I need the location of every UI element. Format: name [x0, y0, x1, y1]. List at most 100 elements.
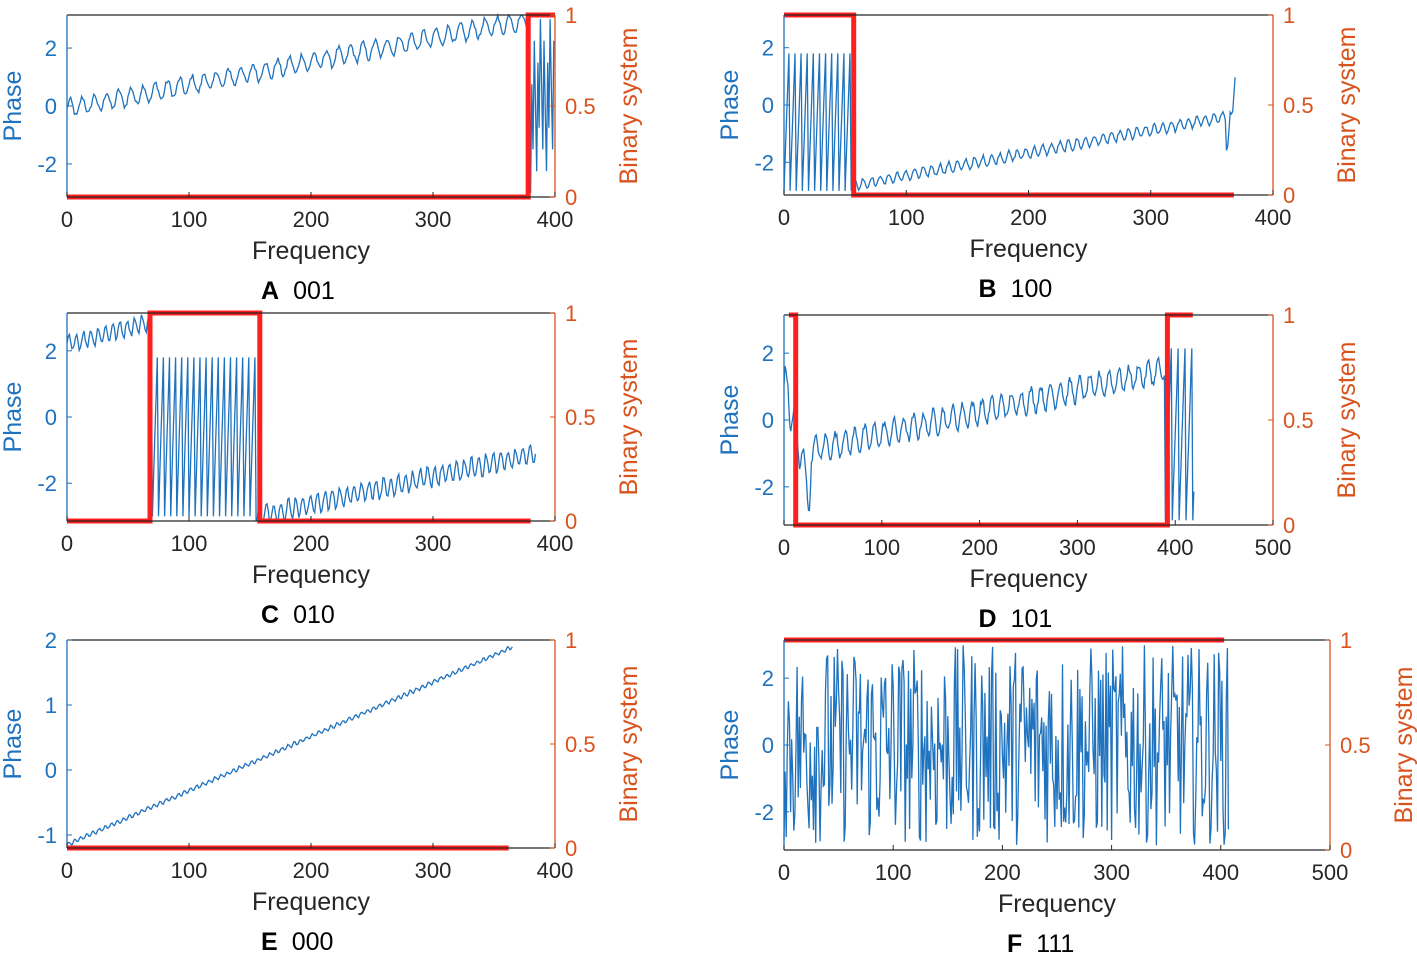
left-y-axis-label: Phase — [0, 709, 27, 780]
panel-code: 000 — [292, 928, 334, 956]
x-tick-label: 0 — [61, 531, 73, 556]
x-tick-label: 0 — [778, 860, 790, 885]
left-y-tick-label: 0 — [762, 93, 774, 118]
right-y-tick-label: 0.5 — [565, 94, 596, 119]
left-y-tick-label: 2 — [762, 36, 774, 61]
x-tick-label: 400 — [537, 207, 574, 232]
panel-letter: D — [979, 605, 997, 633]
x-axis-label: Frequency — [252, 237, 371, 265]
left-y-tick-label: 2 — [45, 628, 57, 653]
x-tick-label: 400 — [1255, 205, 1292, 230]
phase-series-line — [783, 645, 1230, 846]
panel-caption: F 111 — [1007, 930, 1074, 958]
panel-d: 0 100 200 300 400 500 -2 0 2 0 0.5 1 Frequency Phase B… — [716, 303, 1361, 633]
left-y-tick-label: 0 — [45, 758, 57, 783]
x-tick-label: 100 — [875, 860, 912, 885]
x-tick-label: 300 — [415, 531, 452, 556]
x-axis-label: Frequency — [252, 561, 371, 589]
left-y-axis-label: Phase — [0, 71, 27, 142]
left-y-axis-label: Phase — [716, 385, 744, 456]
x-tick-label: 300 — [415, 858, 452, 883]
right-y-tick-label: 1 — [565, 3, 577, 28]
x-tick-label: 0 — [61, 207, 73, 232]
panel-code: 100 — [1011, 275, 1053, 303]
x-tick-label: 100 — [171, 207, 208, 232]
right-y-tick-label: 0 — [1283, 183, 1295, 208]
left-y-tick-label: -2 — [37, 471, 57, 496]
right-y-tick-label: 0 — [565, 509, 577, 534]
right-y-axis-label: Binary system — [1390, 667, 1417, 824]
right-y-tick-label: 0.5 — [1340, 733, 1371, 758]
right-y-axis-label: Binary system — [615, 666, 643, 823]
x-tick-label: 100 — [888, 205, 925, 230]
left-y-axis-label: Phase — [0, 382, 27, 453]
x-tick-label: 200 — [293, 531, 330, 556]
left-y-axis-label: Phase — [716, 710, 744, 781]
x-tick-label: 0 — [778, 535, 790, 560]
x-tick-label: 500 — [1312, 860, 1349, 885]
x-tick-label: 0 — [778, 205, 790, 230]
x-tick-label: 200 — [293, 858, 330, 883]
right-y-tick-label: 1 — [565, 301, 577, 326]
x-axis-label: Frequency — [969, 565, 1088, 593]
right-y-tick-label: 0.5 — [1283, 93, 1314, 118]
right-y-tick-label: 0.5 — [1283, 408, 1314, 433]
left-y-tick-label: 2 — [45, 339, 57, 364]
right-y-axis-label: Binary system — [615, 339, 643, 496]
x-tick-label: 200 — [961, 535, 998, 560]
binary-series-line — [67, 310, 531, 524]
x-tick-label: 300 — [415, 207, 452, 232]
right-y-tick-label: 0.5 — [565, 732, 596, 757]
left-y-tick-label: 2 — [762, 666, 774, 691]
left-y-tick-label: -2 — [754, 800, 774, 825]
phase-series-line — [66, 12, 555, 193]
left-y-tick-label: -2 — [37, 152, 57, 177]
left-y-tick-label: 1 — [45, 693, 57, 718]
x-axis-label: Frequency — [969, 235, 1088, 263]
panel-letter: C — [261, 601, 279, 629]
panel-code: 001 — [293, 277, 335, 305]
left-y-tick-label: 2 — [762, 341, 774, 366]
x-tick-label: 400 — [1157, 535, 1194, 560]
right-y-tick-label: 0 — [1340, 838, 1352, 863]
right-y-tick-label: 1 — [565, 628, 577, 653]
panel-caption: A 001 — [261, 277, 335, 305]
x-tick-label: 100 — [863, 535, 900, 560]
x-tick-label: 100 — [171, 531, 208, 556]
binary-series-line — [788, 312, 1193, 528]
x-tick-label: 300 — [1059, 535, 1096, 560]
x-tick-label: 300 — [1093, 860, 1130, 885]
phase-series-line — [66, 311, 537, 524]
panel-letter: E — [261, 928, 278, 956]
phase-series-line — [783, 53, 1236, 192]
right-y-axis-label: Binary system — [615, 28, 643, 185]
panel-letter: A — [261, 277, 279, 305]
panel-a: 0 100 200 300 400 -2 0 2 0 0.5 1 Frequency Phase Bina… — [0, 3, 643, 305]
right-y-tick-label: 0 — [565, 185, 577, 210]
right-y-tick-label: 0.5 — [565, 405, 596, 430]
right-y-axis-label: Binary system — [1333, 342, 1361, 499]
x-tick-label: 200 — [293, 207, 330, 232]
panel-code: 010 — [293, 601, 335, 629]
panel-code: 111 — [1036, 930, 1074, 958]
panel-code: 101 — [1011, 605, 1053, 633]
binary-series-line — [784, 12, 1234, 198]
left-y-tick-label: 2 — [45, 36, 57, 61]
right-y-tick-label: 0 — [1283, 513, 1295, 538]
panel-letter: B — [979, 275, 997, 303]
right-y-axis-label: Binary system — [1333, 27, 1361, 184]
left-y-tick-label: 0 — [45, 405, 57, 430]
left-y-tick-label: 0 — [45, 94, 57, 119]
phase-series-line — [66, 646, 513, 847]
panel-letter: F — [1007, 930, 1022, 958]
left-y-axis-label: Phase — [716, 70, 744, 141]
panel-caption: E 000 — [261, 928, 333, 956]
left-y-tick-label: -1 — [37, 823, 57, 848]
left-y-tick-label: 0 — [762, 408, 774, 433]
x-tick-label: 200 — [1010, 205, 1047, 230]
left-y-tick-label: -2 — [754, 475, 774, 500]
panel-caption: C 010 — [261, 601, 335, 629]
